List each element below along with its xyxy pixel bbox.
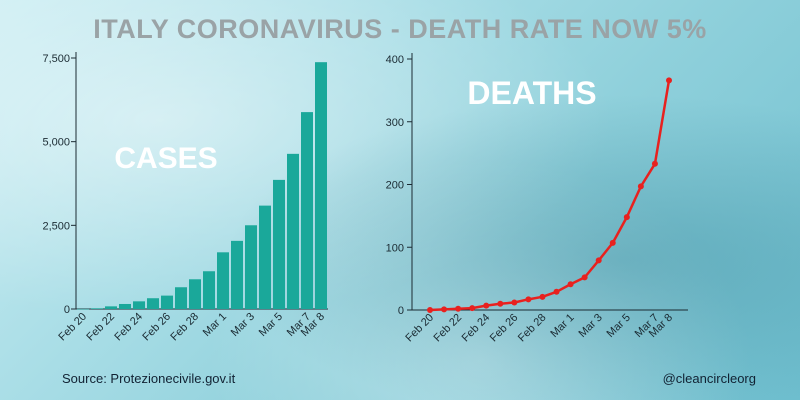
bar-feb-29 <box>203 271 215 309</box>
bar-feb-25 <box>147 298 159 309</box>
point-mar-8 <box>666 77 672 84</box>
y-tick-label: 0 <box>64 304 70 316</box>
bar-feb-28 <box>189 279 201 309</box>
bar-mar-7 <box>301 112 313 309</box>
y-tick-label: 7,500 <box>42 53 70 65</box>
deaths-series-line <box>429 80 671 312</box>
bar-feb-23 <box>119 303 131 309</box>
bar-feb-22 <box>105 306 117 309</box>
x-tick-label: Mar 5 <box>605 312 633 340</box>
point-mar-2 <box>581 274 588 281</box>
y-tick-label: 2,500 <box>42 220 70 232</box>
point-feb-28 <box>539 293 546 300</box>
point-mar-5 <box>623 214 630 221</box>
point-feb-27 <box>525 296 532 303</box>
point-mar-7 <box>651 160 658 167</box>
bar-mar-2 <box>231 240 243 309</box>
bar-feb-24 <box>133 301 145 309</box>
deaths-overlay-label: DEATHS <box>467 75 596 111</box>
y-tick-label: 100 <box>386 242 404 254</box>
point-mar-1 <box>567 281 574 288</box>
point-feb-25 <box>497 300 504 307</box>
x-tick-label: Feb 26 <box>488 312 521 345</box>
bar-mar-4 <box>259 205 271 309</box>
bar-feb-21 <box>91 308 103 309</box>
x-tick-label: Feb 22 <box>432 312 465 345</box>
y-tick-label: 0 <box>398 305 404 317</box>
handle-text: @cleancircleorg <box>662 371 756 386</box>
bar-mar-8 <box>315 62 327 309</box>
point-feb-29 <box>553 288 560 295</box>
point-feb-22 <box>455 305 462 312</box>
y-tick-label: 400 <box>386 54 404 66</box>
x-tick-label: Mar 1 <box>548 312 576 340</box>
page-title: ITALY CORONAVIRUS - DEATH RATE NOW 5% <box>93 14 707 44</box>
point-mar-4 <box>609 239 616 246</box>
point-mar-6 <box>637 183 644 190</box>
point-feb-23 <box>469 305 476 312</box>
point-feb-20 <box>427 307 433 313</box>
y-tick-label: 300 <box>386 117 404 129</box>
point-feb-26 <box>511 299 518 306</box>
bar-feb-20 <box>77 308 89 310</box>
point-feb-24 <box>483 302 490 309</box>
bar-mar-5 <box>273 179 285 309</box>
x-tick-label: Feb 20 <box>403 312 436 345</box>
bar-feb-26 <box>161 295 173 309</box>
bar-mar-1 <box>217 252 229 309</box>
x-tick-label: Feb 28 <box>516 312 549 345</box>
bar-mar-3 <box>245 225 257 309</box>
cases-overlay-label: CASES <box>114 142 217 175</box>
x-tick-label: Mar 3 <box>576 312 604 340</box>
point-mar-3 <box>595 257 602 264</box>
x-tick-label: Feb 24 <box>460 312 493 345</box>
bar-feb-27 <box>175 287 187 309</box>
source-text: Source: Protezionecivile.gov.it <box>62 371 236 386</box>
point-feb-21 <box>441 306 448 313</box>
y-tick-label: 200 <box>386 180 404 192</box>
bar-mar-6 <box>287 153 299 309</box>
y-tick-label: 5,000 <box>42 137 70 149</box>
